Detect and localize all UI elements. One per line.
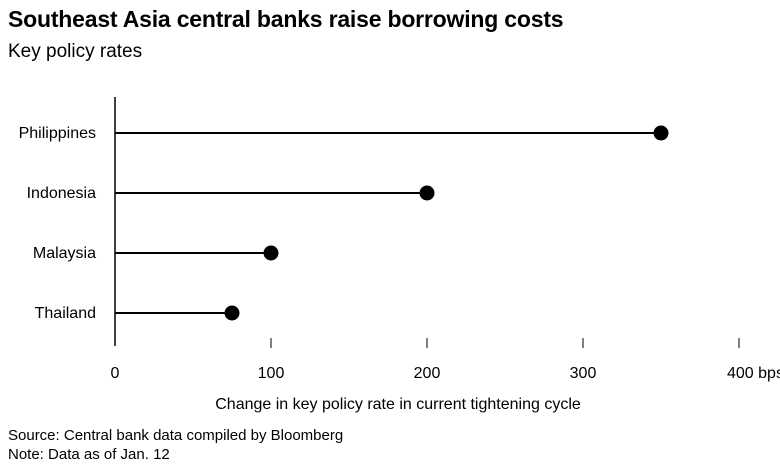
lollipop-dot bbox=[263, 245, 279, 261]
category-label: Philippines bbox=[19, 125, 96, 142]
data-note: Note: Data as of Jan. 12 bbox=[8, 446, 170, 463]
x-tick-label: 400 bps bbox=[727, 365, 780, 382]
x-tick-label: 0 bbox=[111, 365, 120, 382]
x-tick-label: 100 bbox=[258, 365, 285, 382]
lollipop-dot bbox=[419, 185, 435, 201]
category-label: Thailand bbox=[35, 305, 96, 322]
source-note: Source: Central bank data compiled by Bl… bbox=[8, 427, 344, 444]
chart-subtitle: Key policy rates bbox=[8, 41, 143, 62]
lollipop-dot bbox=[653, 125, 669, 141]
x-tick-label: 300 bbox=[570, 365, 597, 382]
x-axis-title: Change in key policy rate in current tig… bbox=[215, 396, 581, 413]
category-label: Malaysia bbox=[33, 245, 96, 262]
x-tick-label: 200 bbox=[414, 365, 441, 382]
category-label: Indonesia bbox=[27, 185, 96, 202]
chart-title: Southeast Asia central banks raise borro… bbox=[8, 6, 564, 32]
lollipop-dot bbox=[224, 305, 240, 321]
